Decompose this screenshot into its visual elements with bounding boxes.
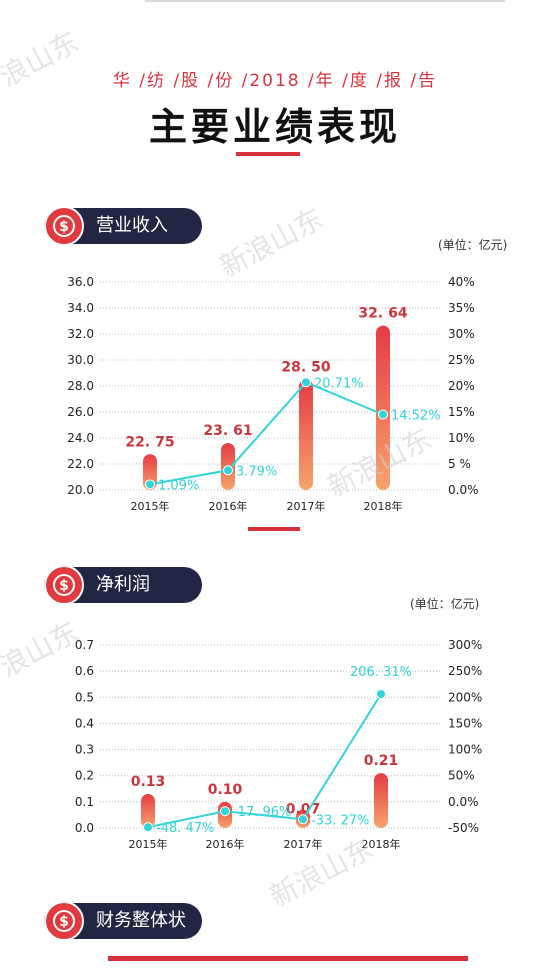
y2-tick-label: 35%	[448, 301, 475, 315]
section-header-revenue: $ 营业收入	[44, 206, 202, 246]
y-tick-label: 0.5	[75, 690, 94, 704]
y2-tick-label: 100%	[448, 743, 482, 757]
svg-text:$: $	[59, 219, 69, 235]
line-value-label: -17. 96%	[233, 805, 291, 820]
y2-tick-label: 0.0%	[448, 483, 479, 497]
dollar-coin-icon: $	[44, 206, 84, 246]
x-tick-label: 2018年	[362, 837, 401, 851]
line-point	[376, 688, 386, 699]
y-tick-label: 0.7	[75, 638, 94, 652]
y-tick-label: 24.0	[67, 431, 94, 445]
section-divider	[248, 527, 300, 531]
line-value-label: -48. 47%	[156, 821, 214, 836]
bar	[374, 773, 388, 828]
bar-value-label: 23. 61	[203, 423, 252, 439]
x-tick-label: 2017年	[287, 499, 326, 513]
bottom-bar	[108, 956, 468, 961]
x-tick-label: 2015年	[131, 499, 170, 513]
bar	[141, 794, 155, 828]
y-tick-label: 26.0	[67, 405, 94, 419]
profit-chart: 0.0 -50% 0.1 0.0% 0.2 50% 0.3 100% 0.4 150% 0.5 200…	[75, 638, 482, 851]
bar	[299, 379, 313, 490]
y2-tick-label: 200%	[448, 690, 482, 704]
line-value-label: 20.71%	[314, 376, 364, 391]
bar-value-label: 28. 50	[281, 360, 330, 376]
y-tick-label: 30.0	[67, 353, 94, 367]
y2-tick-label: 10%	[448, 431, 475, 445]
line-point	[298, 814, 308, 825]
line-point	[223, 465, 233, 476]
y-tick-label: 20.0	[67, 483, 94, 497]
x-tick-label: 2018年	[364, 499, 403, 513]
y2-tick-label: 25%	[448, 353, 475, 367]
y2-tick-label: -50%	[448, 821, 479, 835]
section-label: 净利润	[96, 574, 150, 595]
y-tick-label: 0.4	[75, 716, 94, 730]
x-tick-label: 2015年	[129, 837, 168, 851]
line-point	[220, 806, 230, 817]
y-tick-label: 0.2	[75, 769, 94, 783]
y-tick-label: 32.0	[67, 327, 94, 341]
bar-value-label: 22. 75	[125, 434, 174, 450]
bar	[376, 325, 390, 490]
section-label: 营业收入	[96, 215, 168, 236]
line-point	[378, 409, 388, 420]
y-tick-label: 0.1	[75, 795, 94, 809]
growth-line	[147, 693, 382, 829]
y-tick-label: 0.6	[75, 664, 94, 678]
y2-tick-label: 15%	[448, 405, 475, 419]
y-tick-label: 34.0	[67, 301, 94, 315]
y2-tick-label: 20%	[448, 379, 475, 393]
line-value-label: 14.52%	[391, 408, 441, 423]
top-divider	[145, 0, 505, 2]
line-value-label: 206. 31%	[350, 665, 412, 680]
y-tick-label: 22.0	[67, 457, 94, 471]
bar-value-label: 0.13	[131, 774, 166, 790]
y2-tick-label: 50%	[448, 769, 475, 783]
unit-label-revenue: (单位：亿元)	[438, 238, 508, 252]
y2-tick-label: 5 %	[448, 457, 471, 471]
x-tick-label: 2016年	[206, 837, 245, 851]
line-value-label: -33. 27%	[311, 813, 369, 828]
x-tick-label: 2017年	[284, 837, 323, 851]
line-value-label: 1.09%	[158, 478, 199, 493]
line-point	[301, 377, 311, 388]
line-point	[143, 822, 153, 833]
bar-value-label: 0.10	[208, 782, 243, 798]
bar-value-label: 0.21	[364, 753, 399, 769]
x-tick-label: 2016年	[209, 499, 248, 513]
svg-text:$: $	[59, 578, 69, 594]
section-header-finance: $ 财务整体状况	[44, 901, 202, 967]
y-tick-label: 36.0	[67, 275, 94, 289]
dollar-coin-icon: $	[44, 565, 84, 605]
section-header-profit: $ 净利润	[44, 565, 202, 605]
y-tick-label: 28.0	[67, 379, 94, 393]
page-title: 主要业绩表现	[148, 105, 401, 149]
unit-label-profit: (单位：亿元)	[410, 597, 480, 611]
bar-value-label: 32. 64	[358, 306, 407, 322]
y2-tick-label: 30%	[448, 327, 475, 341]
line-point	[145, 479, 155, 490]
title-underline	[236, 152, 300, 156]
y2-tick-label: 250%	[448, 664, 482, 678]
y2-tick-label: 0.0%	[448, 795, 479, 809]
report-subtitle: 华 /纺 /股 /份 /2018 /年 /度 /报 /告	[112, 71, 438, 91]
y2-tick-label: 150%	[448, 716, 482, 730]
growth-line	[149, 381, 384, 486]
y2-tick-label: 300%	[448, 638, 482, 652]
line-value-label: 3.79%	[236, 464, 277, 479]
y-tick-label: 0.3	[75, 743, 94, 757]
y2-tick-label: 40%	[448, 275, 475, 289]
dollar-coin-icon: $	[44, 901, 84, 941]
revenue-chart: 20.0 0.0% 22.0 5 % 24.0 10% 26.0 15% 28.0 20% 30.0…	[67, 275, 479, 513]
y-tick-label: 0.0	[75, 821, 94, 835]
svg-text:$: $	[59, 914, 69, 930]
